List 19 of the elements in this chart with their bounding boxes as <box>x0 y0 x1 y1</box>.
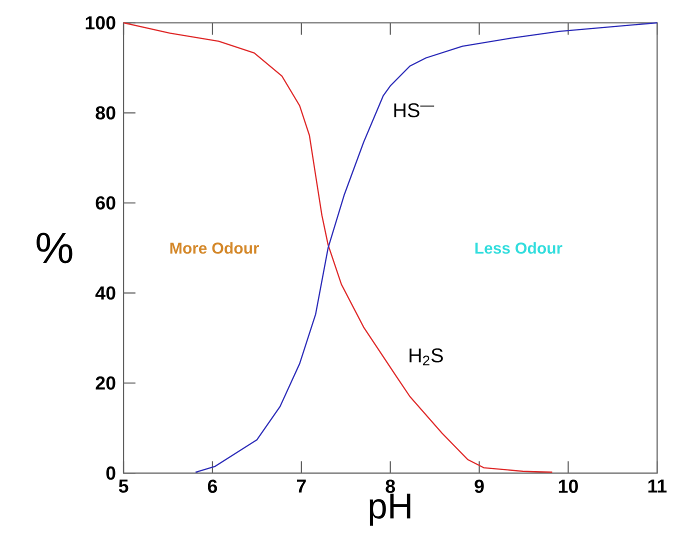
x-tick-label: 9 <box>474 479 484 493</box>
x-tick-label: 6 <box>208 479 218 493</box>
y-tick-label: 40 <box>95 286 116 300</box>
series-label: HS$^{—}$ <box>394 103 434 118</box>
series-label: H$_{2}$S <box>410 348 443 366</box>
y-tick-label: 0 <box>106 466 116 480</box>
annotation: Less Odour <box>475 242 562 254</box>
x-tick-label: 7 <box>296 479 306 492</box>
x-tick-label: 8 <box>386 479 395 493</box>
x-axis-title: pH <box>370 494 410 526</box>
y-tick-label: 20 <box>96 376 116 390</box>
x-tick-label: 10 <box>558 479 578 493</box>
annotation: More Odour <box>170 242 259 254</box>
x-tick-label: 5 <box>118 479 128 493</box>
y-tick-label: 60 <box>96 196 116 210</box>
y-axis-title: % <box>36 232 72 264</box>
y-tick-label: 100 <box>86 16 116 30</box>
x-tick-label: 11 <box>648 479 667 492</box>
y-tick-label: 80 <box>96 106 116 120</box>
